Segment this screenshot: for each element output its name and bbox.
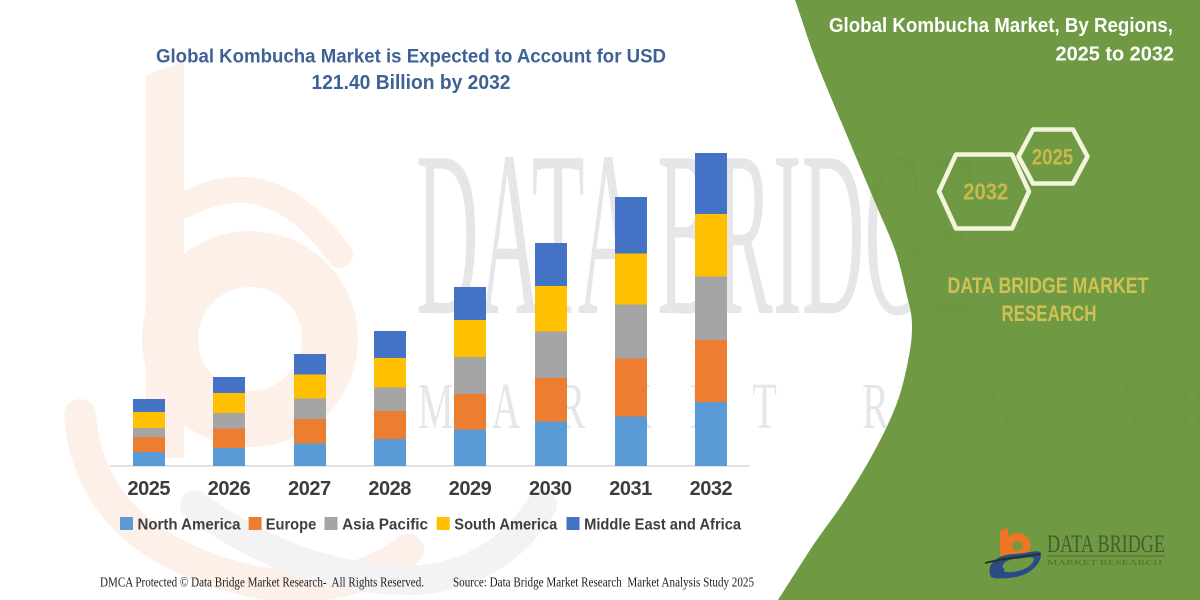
svg-text:2025: 2025 [1032,145,1074,170]
svg-text:Europe: Europe [266,517,317,534]
svg-text:Middle East and Africa: Middle East and Africa [584,517,741,534]
svg-text:2032: 2032 [963,179,1008,205]
svg-text:RESEARCH: RESEARCH [1002,301,1097,326]
svg-text:Source: Data Bridge Market Res: Source: Data Bridge Market Research Mark… [453,575,754,590]
svg-text:DATA BRIDGE: DATA BRIDGE [416,104,980,365]
svg-text:DATA BRIDGE MARKET: DATA BRIDGE MARKET [948,273,1149,298]
svg-text:2025 to 2032: 2025 to 2032 [1056,43,1175,66]
svg-text:Global Kombucha Market is Expe: Global Kombucha Market is Expected to Ac… [156,46,666,68]
svg-text:Global Kombucha Market, By Reg: Global Kombucha Market, By Regions, [829,14,1173,37]
svg-text:2029: 2029 [449,478,492,500]
svg-text:2025: 2025 [128,478,171,500]
svg-text:2027: 2027 [288,478,331,500]
svg-text:2030: 2030 [529,478,572,500]
svg-text:DATA BRIDGE: DATA BRIDGE [1047,531,1165,558]
svg-text:South America: South America [454,517,557,534]
svg-text:Asia Pacific: Asia Pacific [342,517,428,534]
svg-text:MARKET RESEARCH: MARKET RESEARCH [1047,558,1163,567]
svg-text:North America: North America [138,517,241,534]
svg-text:DMCA Protected © Data Bridge M: DMCA Protected © Data Bridge Market Rese… [100,575,424,590]
svg-text:2026: 2026 [208,478,251,500]
svg-text:2032: 2032 [690,478,733,500]
svg-text:121.40 Billion by 2032: 121.40 Billion by 2032 [312,72,511,94]
svg-text:2028: 2028 [368,478,411,500]
svg-text:MARKET RESEARCH: MARKET RESEARCH [418,369,1200,443]
svg-text:2031: 2031 [609,478,652,500]
